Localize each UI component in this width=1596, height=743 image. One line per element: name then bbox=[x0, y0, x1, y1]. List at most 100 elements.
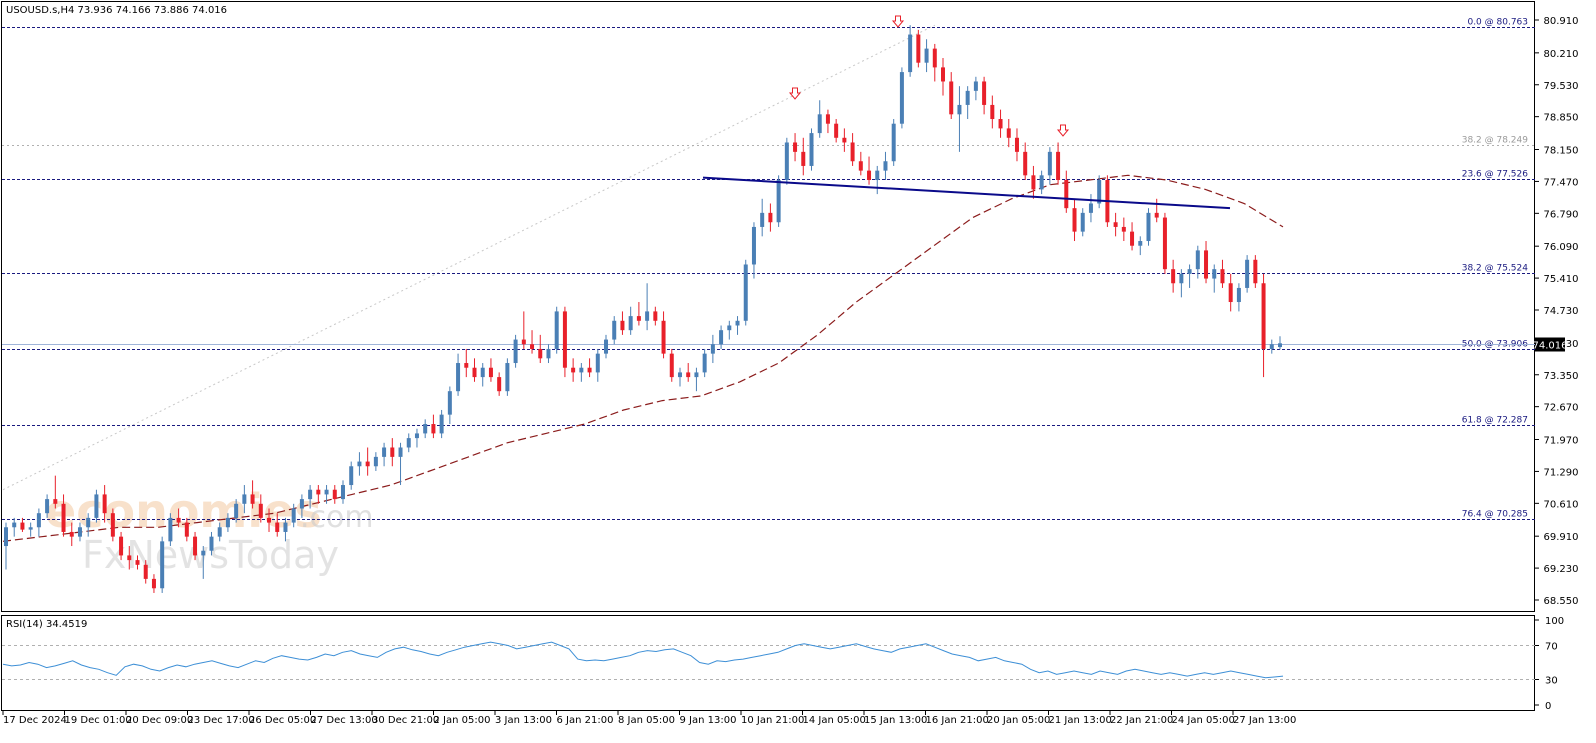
candle-body bbox=[184, 522, 189, 537]
price-axis-label: 68.550 bbox=[1544, 596, 1579, 607]
candle-body bbox=[151, 578, 156, 589]
candle-body bbox=[579, 367, 584, 373]
candle-body bbox=[1204, 250, 1209, 279]
time-axis-label: 20 Jan 05:00 bbox=[987, 715, 1050, 726]
candle-body bbox=[258, 503, 263, 518]
time-axis-label: 17 Dec 2024 bbox=[3, 715, 67, 726]
candle-body bbox=[932, 48, 937, 68]
fibonacci-diagonal-line bbox=[2, 24, 936, 491]
candle-body bbox=[546, 348, 551, 359]
time-axis-label: 26 Dec 05:00 bbox=[249, 715, 316, 726]
price-axis-label: 78.850 bbox=[1544, 113, 1579, 124]
price-axis-label: 72.670 bbox=[1544, 403, 1579, 414]
candle-body bbox=[28, 527, 33, 530]
candle-body bbox=[801, 151, 806, 166]
candle-body bbox=[1121, 226, 1126, 232]
price-panel-frame bbox=[1, 1, 1535, 612]
down-arrow-marker bbox=[891, 15, 905, 28]
candle-body bbox=[390, 447, 395, 457]
candle-body bbox=[916, 34, 921, 63]
candle-body bbox=[628, 316, 633, 331]
candle-body bbox=[867, 170, 872, 181]
candle-body bbox=[990, 104, 995, 120]
candle-body bbox=[998, 119, 1003, 129]
candle-body bbox=[1146, 212, 1151, 242]
candle-body bbox=[1212, 269, 1217, 279]
candle-body bbox=[135, 560, 140, 565]
candle-body bbox=[234, 503, 239, 518]
candle-body bbox=[472, 367, 477, 378]
candle-body bbox=[127, 555, 132, 561]
candle-body bbox=[677, 372, 682, 378]
rsi-panel-frame bbox=[1, 615, 1535, 711]
candle-body bbox=[497, 377, 502, 392]
time-axis-label: 15 Jan 13:00 bbox=[864, 715, 927, 726]
candle-body bbox=[1195, 250, 1200, 270]
candle-body bbox=[505, 363, 510, 392]
candle-body bbox=[768, 212, 773, 223]
candle-body bbox=[793, 142, 798, 152]
price-axis-label: 76.090 bbox=[1544, 242, 1579, 253]
symbol-header: USOUSD.s,H4 73.936 74.166 73.886 74.016 bbox=[6, 5, 227, 16]
candle-body bbox=[1047, 151, 1052, 176]
price-axis-label: 80.210 bbox=[1544, 49, 1579, 60]
price-axis-label: 79.530 bbox=[1544, 81, 1579, 92]
time-axis-label: 6 Jan 21:00 bbox=[557, 715, 614, 726]
time-axis-label: 22 Jan 21:00 bbox=[1110, 715, 1173, 726]
candle-body bbox=[653, 311, 658, 321]
time-axis-label: 9 Jan 13:00 bbox=[680, 715, 737, 726]
candle-body bbox=[1171, 269, 1176, 284]
down-arrow-marker bbox=[788, 87, 802, 100]
candle-body bbox=[834, 123, 839, 138]
candle-body bbox=[883, 161, 888, 171]
candle-body bbox=[694, 372, 699, 378]
candle-body bbox=[1253, 259, 1258, 284]
candle-body bbox=[982, 81, 987, 105]
price-axis-label: 74.730 bbox=[1544, 306, 1579, 317]
candle-body bbox=[61, 503, 66, 532]
candle-body bbox=[12, 522, 17, 528]
candle-body bbox=[382, 447, 387, 457]
candle-body bbox=[340, 485, 345, 500]
candle-body bbox=[283, 522, 288, 532]
candle-body bbox=[332, 489, 337, 500]
candle-body bbox=[1014, 137, 1019, 152]
candle-body bbox=[316, 489, 321, 495]
candle-body bbox=[858, 161, 863, 171]
rsi-line bbox=[2, 641, 1284, 679]
candle-body bbox=[1228, 283, 1233, 303]
current-price-label: 74.016 bbox=[1533, 341, 1568, 352]
price-axis-label: 78.150 bbox=[1544, 146, 1579, 157]
candle-body bbox=[1236, 287, 1241, 303]
candle-body bbox=[1113, 222, 1118, 227]
time-axis-label: 20 Dec 09:00 bbox=[126, 715, 193, 726]
candle-body bbox=[20, 522, 25, 530]
candle-body bbox=[513, 339, 518, 364]
rsi-axis-label: 100 bbox=[1545, 616, 1564, 627]
candle-body bbox=[406, 438, 411, 448]
candle-body bbox=[250, 494, 255, 504]
candle-body bbox=[1072, 208, 1077, 232]
candle-body bbox=[201, 550, 206, 556]
candle-body bbox=[645, 311, 650, 321]
watermark-dotcom: .com bbox=[300, 500, 374, 535]
time-axis-label: 10 Jan 21:00 bbox=[741, 715, 804, 726]
time-axis-label: 16 Jan 21:00 bbox=[926, 715, 989, 726]
candle-body bbox=[373, 456, 378, 467]
candle-body bbox=[817, 114, 822, 134]
candle-body bbox=[760, 212, 765, 227]
candle-body bbox=[719, 330, 724, 345]
candle-body bbox=[1097, 180, 1102, 204]
candle-body bbox=[875, 170, 880, 181]
candle-body bbox=[1269, 344, 1274, 349]
candle-body bbox=[850, 142, 855, 162]
candle-body bbox=[77, 527, 82, 537]
down-arrow-marker bbox=[1056, 124, 1070, 137]
candle-body bbox=[53, 499, 58, 504]
candle-body bbox=[308, 489, 313, 500]
candle-body bbox=[661, 320, 666, 354]
price-axis-label: 71.290 bbox=[1544, 467, 1579, 478]
candle-body bbox=[423, 424, 428, 434]
candle-body bbox=[299, 499, 304, 509]
